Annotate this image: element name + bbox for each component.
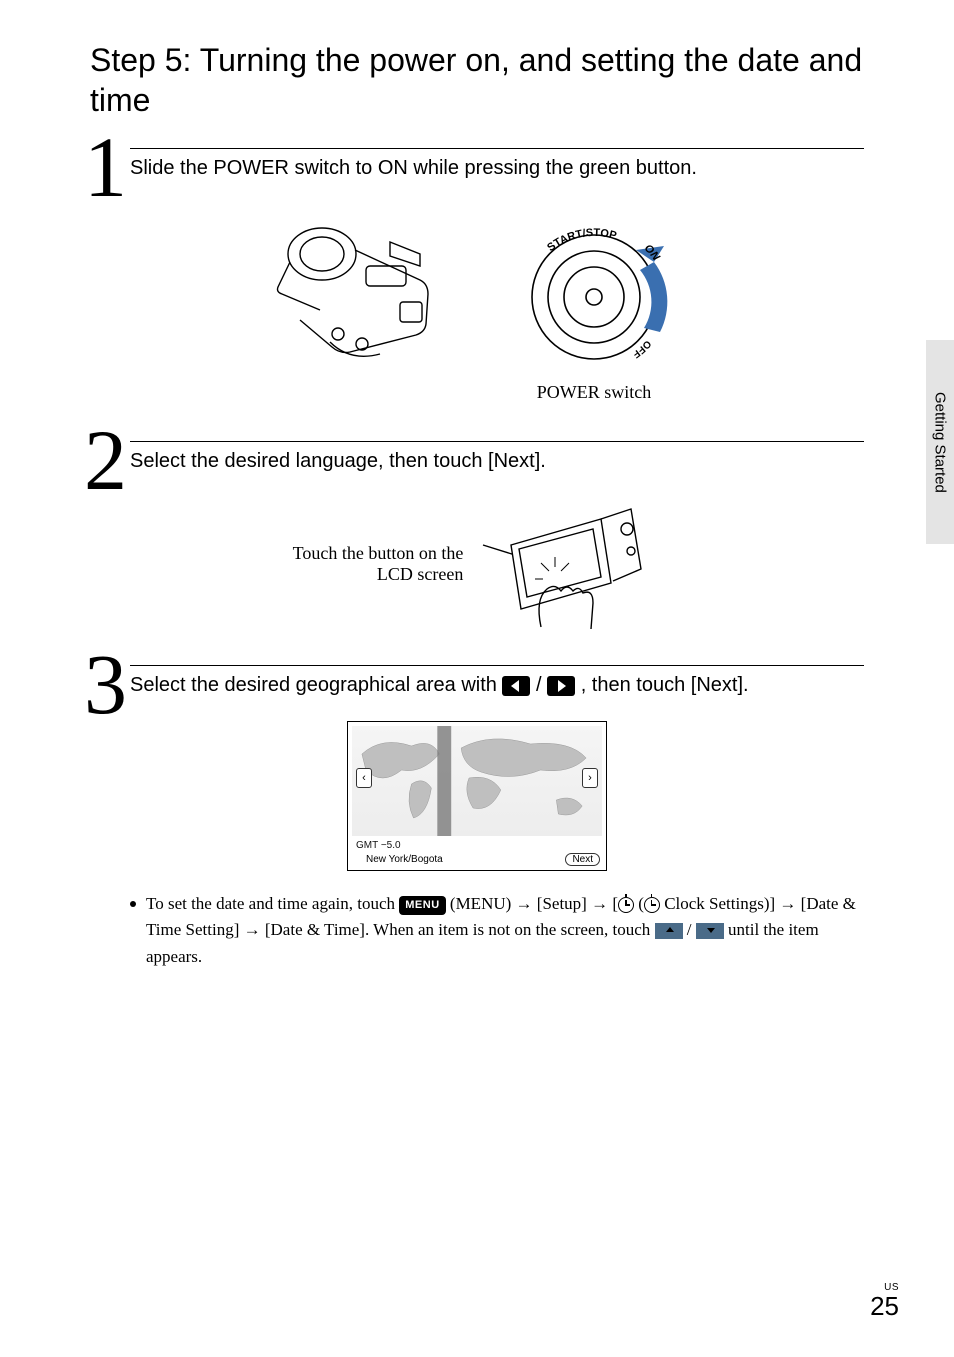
bullet-icon [130,901,136,907]
lcd-touch-illustration [481,489,661,639]
note-seg: [Setup] [537,894,591,913]
map-city-label: New York/Bogota [366,854,443,865]
step-number: 3 [84,641,127,727]
scroll-down-icon [696,923,724,939]
clock-icon [644,897,660,913]
step2-figure: Touch the button on the LCD screen [90,489,864,639]
map-next-button[interactable]: › [582,768,598,788]
step3-post: , then touch [Next]. [581,674,749,696]
manual-page: Step 5: Turning the power on, and settin… [0,0,954,1357]
note-seg: Clock Settings)] [664,894,779,913]
step-rule [130,665,864,666]
callout-line: Touch the button on the [293,543,464,563]
step3-pre: Select the desired geographical area wit… [130,674,502,696]
step-number: 1 [84,124,127,210]
note-seg: To set the date and time again, touch [146,894,399,913]
clock-icon [618,897,634,913]
dial-off-label: OFF [630,338,652,360]
map-prev-button[interactable]: ‹ [356,768,372,788]
note-seg: (MENU) [450,894,516,913]
callout-line: LCD screen [377,564,463,584]
lcd-callout: Touch the button on the LCD screen [293,543,464,585]
svg-text:OFF: OFF [630,338,652,360]
world-map-illustration: ‹ › [352,726,602,836]
step-1: 1 Slide the POWER switch to ON while pre… [90,148,864,403]
step-3: 3 Select the desired geographical area w… [90,665,864,970]
dial-startstop-label: START/STOP [545,227,618,254]
step3-note: To set the date and time again, touch ME… [130,891,864,970]
left-arrow-icon [502,676,530,696]
map-next-pill[interactable]: Next [565,853,600,866]
scroll-up-icon [655,923,683,939]
page-title: Step 5: Turning the power on, and settin… [90,40,864,120]
camcorder-icon [270,202,480,372]
note-text: To set the date and time again, touch ME… [146,891,864,970]
map-gmt-label: GMT −5.0 [356,840,602,851]
step-rule [130,148,864,149]
page-number-block: US 25 [870,1282,899,1319]
svg-text:START/STOP: START/STOP [545,227,618,254]
note-seg: [Date & Time]. When an item is not on th… [265,920,655,939]
step-text: Select the desired language, then touch … [130,448,864,475]
step-number: 2 [84,417,127,503]
step-rule [130,441,864,442]
step-text: Select the desired geographical area wit… [130,672,864,699]
camcorder-illustration [270,202,480,403]
power-dial-icon: START/STOP ON OFF [504,202,684,372]
step1-figure: START/STOP ON OFF POWER switch [90,202,864,403]
right-arrow-icon [547,676,575,696]
power-switch-caption: POWER switch [537,382,652,403]
arrow-right-icon: → [244,920,261,939]
section-tab-label: Getting Started [932,392,949,493]
arrow-right-icon: → [516,894,533,913]
power-dial-illustration: START/STOP ON OFF POWER switch [504,202,684,403]
menu-pill-icon: MENU [399,896,445,915]
arrow-right-icon: → [591,894,608,913]
page-number: 25 [870,1293,899,1319]
step-2: 2 Select the desired language, then touc… [90,441,864,639]
timezone-map: ‹ › GMT −5.0 New York/Bogota Next [347,721,607,871]
step-text: Slide the POWER switch to ON while press… [130,155,864,182]
section-tab: Getting Started [926,340,954,544]
arrow-right-icon: → [779,894,796,913]
